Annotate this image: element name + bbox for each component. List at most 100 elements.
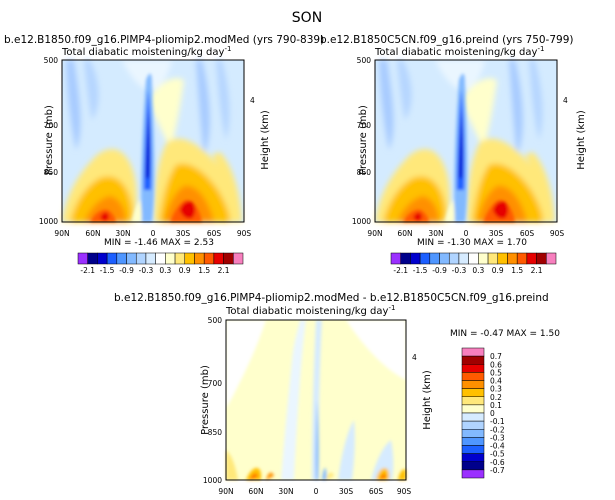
colorbar-swatch	[410, 252, 421, 265]
colorbar-swatch	[429, 252, 440, 265]
colorbar-label: 0.9	[179, 266, 191, 275]
x-tick-30N: 30N	[428, 229, 443, 238]
colorbar-swatch	[448, 252, 460, 265]
panel-3-x-ticks: 90N 60N 30N 0 30S 60S 90S	[218, 487, 411, 496]
colorbar-swatch	[390, 252, 401, 265]
x-tick-0: 0	[151, 229, 156, 238]
colorbar-label: -2.1	[80, 266, 95, 275]
panel-1-ylabel-right: Height (km)	[260, 110, 271, 170]
colorbar-label: -0.4	[490, 442, 505, 451]
colorbar-swatch	[223, 252, 234, 265]
colorbar-swatch	[461, 453, 485, 462]
x-tick-30S: 30S	[489, 229, 504, 238]
y-tick-700: 700	[44, 121, 59, 130]
colorbar-swatch	[497, 252, 508, 265]
panel-2-title: b.e12.B1850C5CN.f09_g16.preind (yrs 750-…	[320, 34, 573, 46]
colorbar-panel-3: 0.70.60.50.40.30.20.10-0.1-0.2-0.3-0.4-0…	[461, 347, 505, 479]
colorbar-swatch	[135, 252, 147, 265]
y-tick-1000: 1000	[39, 217, 58, 226]
panel-2-y-ticks: 500 700 850 1000	[352, 56, 371, 226]
colorbar-swatch	[478, 252, 489, 265]
panel-2-ylabel-right: Height (km)	[576, 110, 587, 170]
panel-2-x-ticks: 90N 60N 30N 0 30S 60S 90S	[367, 229, 564, 238]
colorbar-panel-2: -2.1 -1.5 -0.9 -0.3 0.3 0.9 1.5 2.1	[390, 252, 557, 275]
x-tick-0: 0	[464, 229, 469, 238]
y-tick-850: 850	[44, 168, 59, 177]
season-title: SON	[292, 10, 322, 26]
colorbar-swatch	[77, 252, 88, 265]
colorbar-swatch	[536, 252, 547, 265]
x-tick-90S: 90S	[550, 229, 565, 238]
y-tick-850: 850	[208, 428, 223, 437]
y-tick-700: 700	[208, 379, 223, 388]
colorbar-label: -1.5	[100, 266, 115, 275]
panel-3-subtitle: Total diabatic moistening/kg day-1	[225, 304, 395, 317]
colorbar-label: 1.5	[511, 266, 523, 275]
colorbar-label: 0.4	[490, 377, 502, 386]
colorbar-panel-1: -2.1 -1.5 -0.9 -0.3 0.3 0.9 1.5 2.1	[77, 252, 244, 275]
colorbar-swatch	[97, 252, 108, 265]
panel-3-field	[226, 320, 406, 480]
x-tick-90N: 90N	[367, 229, 382, 238]
colorbar-label: -0.9	[432, 266, 447, 275]
colorbar-label: -0.2	[490, 425, 505, 434]
y-tick-1000: 1000	[203, 476, 222, 485]
colorbar-swatch	[461, 396, 485, 406]
colorbar-label: 2.1	[218, 266, 230, 275]
x-tick-30S: 30S	[339, 487, 354, 496]
x-tick-30S: 30S	[176, 229, 191, 238]
colorbar-label: 1.5	[198, 266, 210, 275]
colorbar-label: -2.1	[393, 266, 408, 275]
colorbar-swatch	[461, 437, 485, 446]
colorbar-swatch	[458, 252, 469, 265]
colorbar-label: -1.5	[413, 266, 428, 275]
x-tick-60N: 60N	[397, 229, 412, 238]
colorbar-swatch	[487, 252, 499, 265]
x-tick-60S: 60S	[369, 487, 384, 496]
x-tick-60N: 60N	[248, 487, 263, 496]
colorbar-label: 0.3	[159, 266, 171, 275]
panel-2-field	[375, 60, 557, 222]
colorbar-swatch	[461, 412, 485, 422]
colorbar-label: 0	[490, 409, 495, 418]
colorbar-swatch	[419, 252, 431, 265]
x-tick-90N: 90N	[218, 487, 233, 496]
colorbar-label: 0.5	[490, 368, 502, 377]
colorbar-label: -0.3	[490, 433, 505, 442]
colorbar-swatch	[507, 252, 518, 265]
colorbar-label: 0.7	[490, 352, 502, 361]
panel-3-ylabel-right: Height (km)	[422, 370, 433, 430]
colorbar-label: -0.7	[490, 466, 505, 475]
x-tick-60N: 60N	[85, 229, 100, 238]
colorbar-swatch	[165, 252, 176, 265]
panel-2-stats: MIN = -1.30 MAX = 1.70	[417, 238, 527, 248]
colorbar-swatch	[155, 252, 166, 265]
panel-1-field	[62, 60, 244, 222]
panel-3-y-ticks: 500 700 850 1000	[203, 316, 222, 485]
colorbar-label: -0.5	[490, 450, 505, 459]
colorbar-label: -0.1	[490, 417, 505, 426]
x-tick-0: 0	[314, 487, 319, 496]
colorbar-swatch	[194, 252, 205, 265]
colorbar-label: -0.6	[490, 458, 505, 467]
y-tick-500: 500	[208, 316, 223, 325]
colorbar-swatch	[461, 404, 485, 414]
colorbar-label: -0.3	[139, 266, 154, 275]
colorbar-swatch	[461, 461, 485, 471]
colorbar-label: -0.3	[452, 266, 467, 275]
colorbar-swatch	[461, 380, 485, 389]
colorbar-swatch	[461, 355, 485, 365]
x-tick-60S: 60S	[207, 229, 222, 238]
colorbar-swatch	[526, 252, 537, 265]
colorbar-swatch	[213, 252, 224, 265]
panel-3-stats: MIN = -0.47 MAX = 1.50	[450, 329, 560, 339]
colorbar-swatch	[106, 252, 118, 265]
panel-1-subtitle: Total diabatic moistening/kg day-1	[61, 45, 231, 58]
y-tick-500: 500	[357, 56, 372, 65]
y-tick-500: 500	[44, 56, 59, 65]
colorbar-label: 0.3	[472, 266, 484, 275]
colorbar-swatch	[203, 252, 215, 265]
colorbar-swatch	[546, 252, 557, 265]
x-tick-90S: 90S	[397, 487, 412, 496]
